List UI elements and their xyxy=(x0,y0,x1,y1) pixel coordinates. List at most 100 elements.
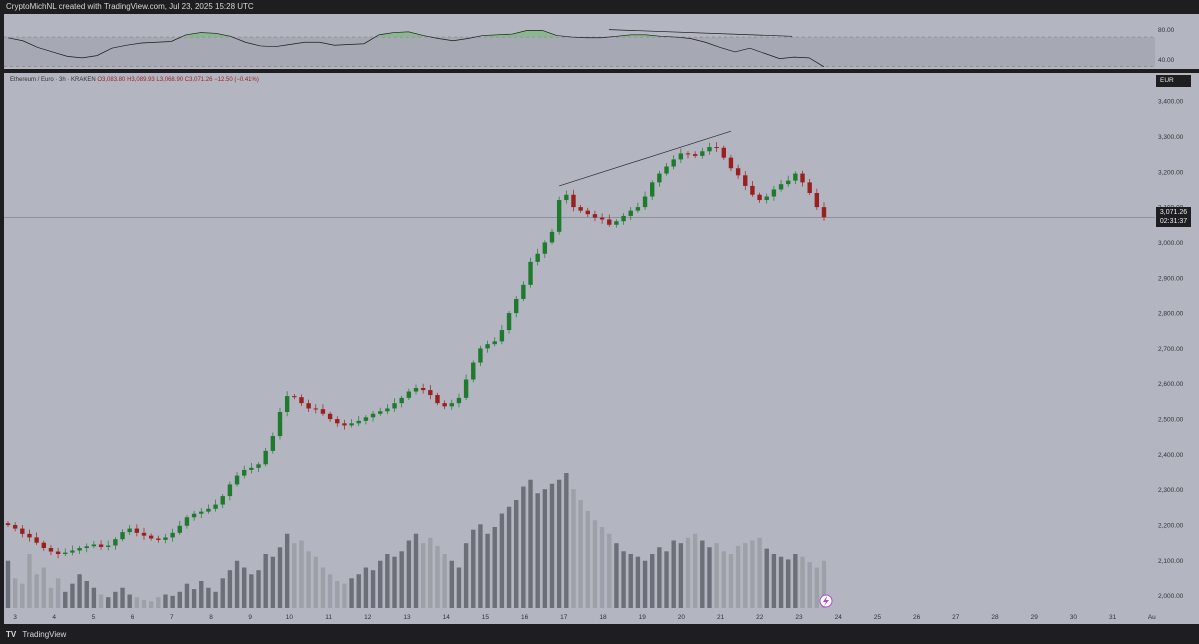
volume-bar xyxy=(521,486,526,608)
time-tick: 20 xyxy=(678,614,686,621)
currency-badge[interactable]: EUR xyxy=(1156,75,1191,87)
time-tick: 21 xyxy=(717,614,725,621)
time-tick: 24 xyxy=(835,614,843,621)
volume-bar xyxy=(270,556,276,608)
candle xyxy=(578,207,583,211)
symbol-name: Ethereum / Euro · 3h · KRAKEN xyxy=(10,77,96,83)
candle xyxy=(378,411,383,414)
volume-bar xyxy=(778,556,784,608)
rsi-tick: 40.00 xyxy=(1158,57,1175,64)
volume-bar xyxy=(549,483,555,608)
time-tick: 28 xyxy=(991,614,999,621)
price-tick: 2,800.00 xyxy=(1158,311,1184,318)
price-tick: 3,400.00 xyxy=(1158,99,1184,106)
volume-bar xyxy=(535,493,540,608)
candle xyxy=(771,189,777,197)
candle xyxy=(714,147,719,149)
volume-bar xyxy=(63,591,68,608)
time-axis[interactable]: 3 4 5 6 7 8 9 10 11 12 13 14 15 16 17 18 19 20 21 22 23 24 25 2… xyxy=(4,608,1199,624)
candle xyxy=(113,539,118,546)
volume-bar xyxy=(585,510,590,608)
volume-bar xyxy=(571,489,576,608)
candle xyxy=(700,151,705,156)
volume-bar xyxy=(413,533,419,608)
volume-bar xyxy=(506,506,512,608)
volume-bar xyxy=(478,524,483,608)
candle xyxy=(234,475,240,485)
candle xyxy=(707,147,712,152)
volume-bar xyxy=(685,537,691,608)
volume-bar xyxy=(406,540,412,608)
rsi-overbought-fill xyxy=(186,32,231,38)
candle xyxy=(12,525,18,529)
volume-bar xyxy=(728,554,734,608)
time-tick: 7 xyxy=(170,614,174,621)
price-pane[interactable] xyxy=(4,73,1155,608)
volume-bar xyxy=(456,567,462,608)
rsi-line xyxy=(7,30,825,68)
volume-bar xyxy=(428,537,433,608)
price-tick: 3,300.00 xyxy=(1158,134,1184,141)
candle xyxy=(750,185,755,195)
volume-bar xyxy=(234,560,240,608)
volume-bar xyxy=(242,567,247,608)
volume-bar xyxy=(707,547,712,608)
volume-bar xyxy=(55,578,61,608)
candle xyxy=(807,182,812,193)
price-tick: 2,300.00 xyxy=(1158,487,1184,494)
candle xyxy=(664,166,669,174)
time-tick: 26 xyxy=(913,614,921,621)
volume-bar xyxy=(134,597,140,608)
candle xyxy=(793,173,798,181)
volume-bar xyxy=(635,556,641,608)
price-tick: 3,200.00 xyxy=(1158,169,1184,176)
volume-bar xyxy=(463,543,469,608)
symbol-legend[interactable]: Ethereum / Euro · 3h · KRAKEN O3,083.80 … xyxy=(10,77,259,83)
volume-bar xyxy=(249,574,254,608)
volume-bar xyxy=(98,594,104,608)
candle xyxy=(55,551,61,555)
price-tick: 2,700.00 xyxy=(1158,346,1184,353)
rsi-pane[interactable] xyxy=(4,14,1155,69)
time-tick: 25 xyxy=(874,614,882,621)
volume-bar xyxy=(206,587,211,608)
volume-bar xyxy=(392,556,397,608)
volume-bar xyxy=(313,556,318,608)
candle xyxy=(184,517,190,526)
candle xyxy=(549,231,555,243)
time-tick: 11 xyxy=(325,614,332,621)
volume-bar xyxy=(41,567,46,608)
tradingview-brand: TradingView xyxy=(22,630,67,639)
time-tick: 3 xyxy=(13,614,17,621)
candle xyxy=(84,546,89,549)
volume-bar xyxy=(449,560,454,608)
volume-bar xyxy=(48,587,54,608)
volume-bar xyxy=(349,578,354,608)
time-axis-labels: 3 4 5 6 7 8 9 10 11 12 13 14 15 16 17 18 19 20 21 22 23 24 25 2… xyxy=(13,614,1156,621)
candle xyxy=(284,396,290,413)
volume-bar xyxy=(420,543,426,608)
volume-bar xyxy=(84,581,89,608)
volume-bar xyxy=(714,543,719,608)
time-tick: 17 xyxy=(560,614,568,621)
volume-bar xyxy=(721,551,726,608)
volume-bar xyxy=(292,543,297,608)
volume-bar xyxy=(156,597,161,608)
candle xyxy=(506,313,512,331)
volume-bar xyxy=(378,560,383,608)
candle xyxy=(392,403,397,409)
volume-bar xyxy=(177,591,182,608)
volume-bar xyxy=(77,574,82,608)
volume-bar xyxy=(170,595,175,608)
candle xyxy=(163,537,168,540)
time-tick: 9 xyxy=(248,614,252,621)
candle xyxy=(199,511,204,514)
volume-bar xyxy=(263,554,268,608)
price-axis[interactable]: 3,400.003,300.003,200.003,100.003,000.00… xyxy=(1155,73,1199,608)
volume-bar xyxy=(628,554,633,608)
volume-bar xyxy=(399,551,404,608)
rsi-axis[interactable]: 80.00 40.00 xyxy=(1155,14,1199,69)
candle xyxy=(141,532,147,536)
last-price-value: 3,071.26 xyxy=(1159,209,1188,216)
candle xyxy=(621,215,626,222)
